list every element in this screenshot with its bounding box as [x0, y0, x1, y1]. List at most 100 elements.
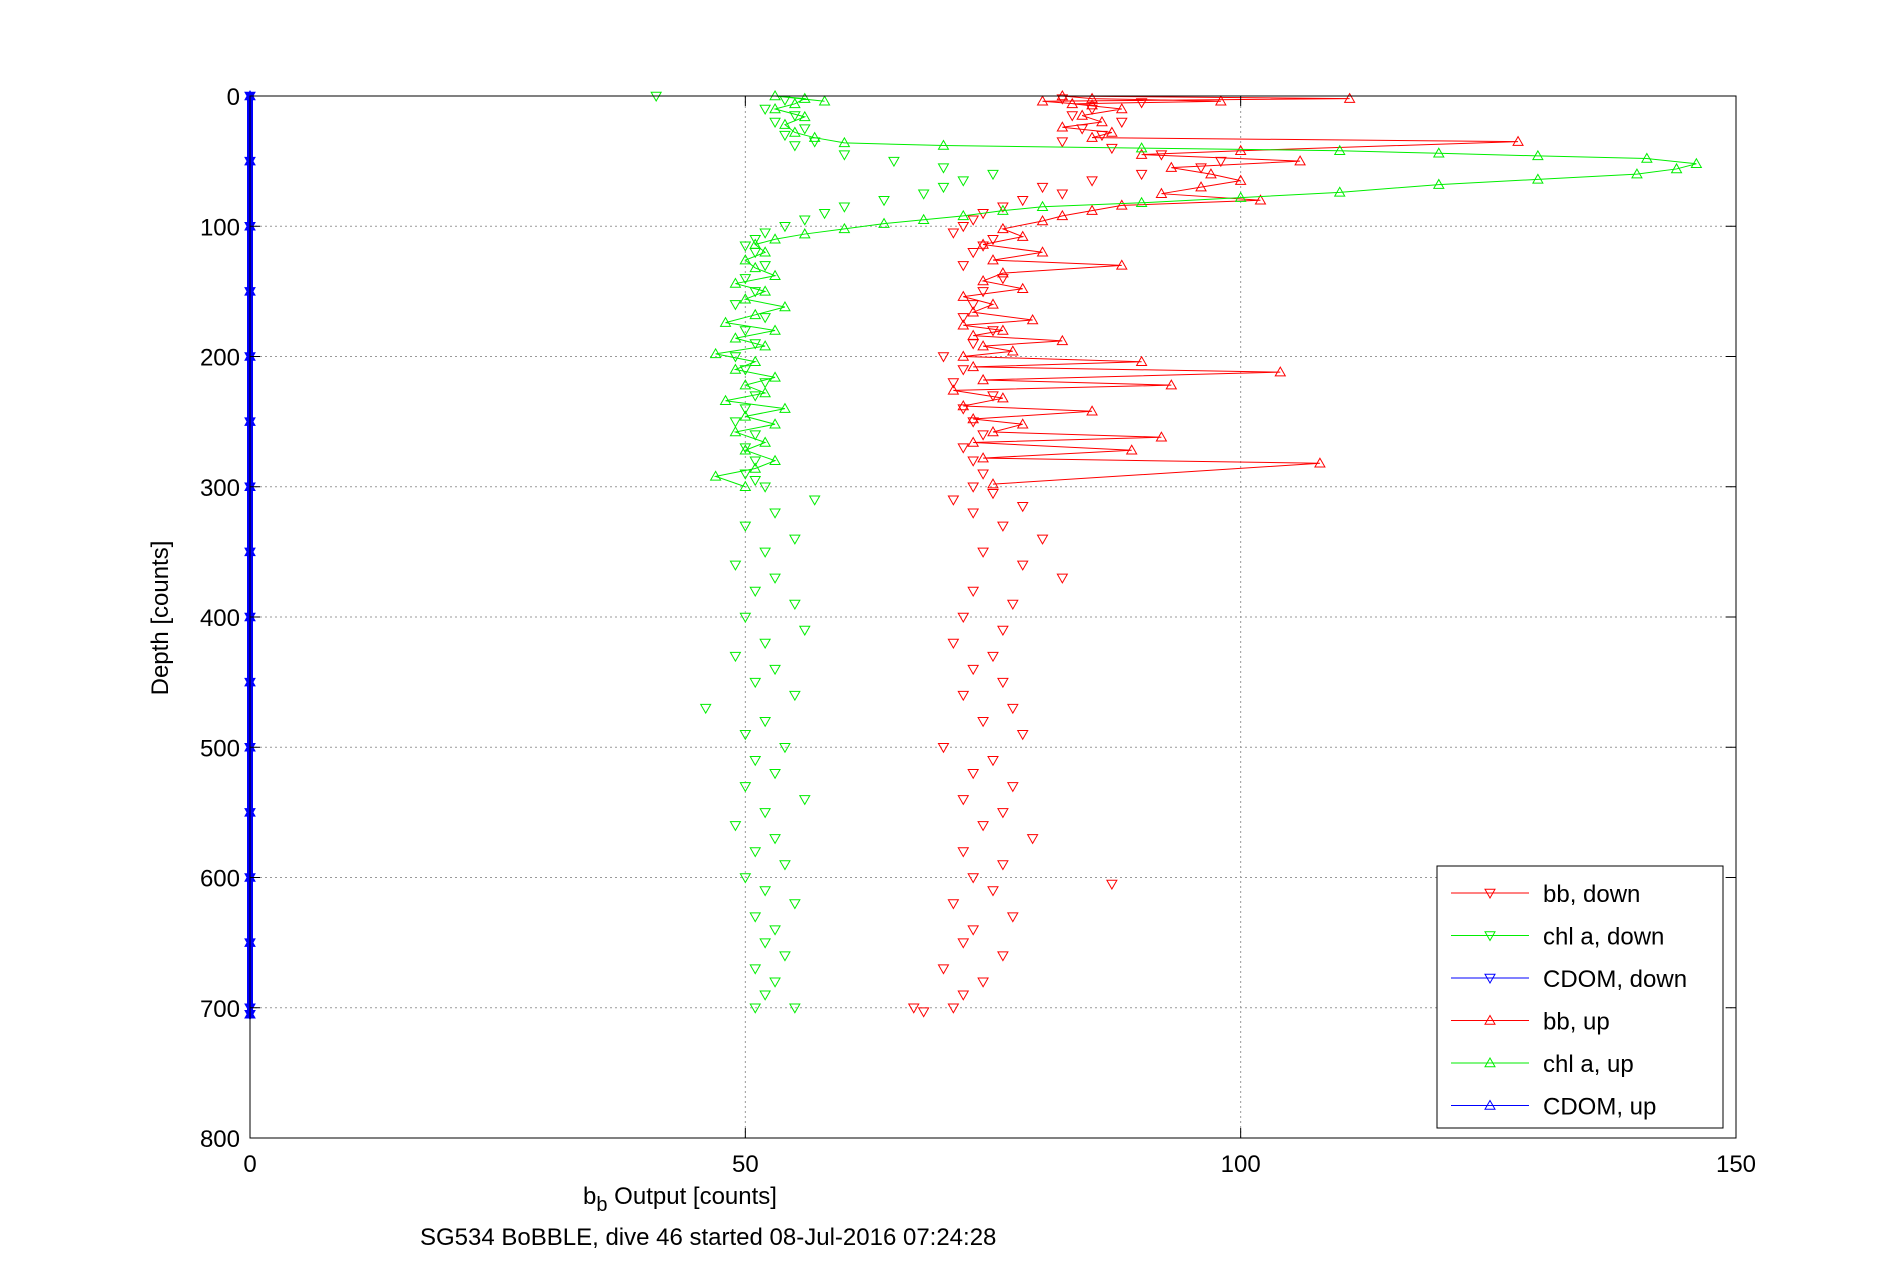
data-point — [1056, 89, 1069, 101]
data-point — [977, 821, 989, 832]
data-point — [1006, 782, 1019, 793]
data-point — [1165, 379, 1178, 390]
data-point — [779, 951, 791, 962]
legend-entry: chl a, up — [1543, 1051, 1634, 1078]
y-tick-label: 700 — [200, 996, 240, 1023]
data-point — [1135, 169, 1148, 181]
data-point — [739, 326, 752, 337]
data-point — [789, 599, 801, 610]
data-point — [749, 391, 762, 402]
data-point — [818, 208, 831, 220]
data-point — [779, 743, 791, 754]
data-point — [739, 379, 752, 390]
data-point — [997, 860, 1009, 871]
data-point — [769, 117, 781, 129]
data-point — [749, 430, 762, 441]
data-point — [1086, 104, 1098, 116]
data-point — [769, 269, 781, 280]
data-point — [947, 384, 960, 395]
data-point — [769, 664, 781, 676]
data-point — [967, 769, 980, 780]
data-point — [729, 651, 742, 663]
series-line — [953, 95, 1519, 485]
data-point — [957, 399, 970, 411]
x-axis-label-base: b — [583, 1183, 596, 1210]
data-point — [937, 743, 950, 754]
data-point — [1333, 144, 1346, 155]
data-point — [957, 261, 970, 272]
y-tick-label: 800 — [200, 1126, 240, 1153]
data-point — [838, 222, 851, 234]
data-point — [789, 97, 801, 109]
data-point — [759, 482, 772, 493]
data-point — [1195, 163, 1207, 174]
data-point — [1254, 194, 1267, 205]
data-point — [759, 228, 772, 239]
y-tick-label: 500 — [200, 735, 240, 762]
data-point — [759, 246, 772, 257]
data-point — [997, 677, 1009, 689]
data-point — [1016, 560, 1029, 571]
legend-entry: CDOM, up — [1543, 1094, 1656, 1121]
data-point — [749, 308, 762, 320]
data-point — [1234, 144, 1247, 155]
data-point — [937, 964, 950, 975]
data-point — [769, 573, 781, 584]
data-point — [789, 1003, 801, 1014]
data-point — [1106, 143, 1118, 155]
data-point — [1066, 97, 1079, 109]
data-point — [1036, 246, 1049, 257]
data-point — [1006, 703, 1019, 715]
data-point — [917, 1007, 930, 1018]
data-point — [749, 475, 762, 487]
data-point — [759, 104, 772, 116]
data-point — [759, 547, 772, 558]
x-axis-label-subscript: b — [596, 1194, 607, 1216]
data-point — [759, 808, 772, 819]
data-point — [1234, 174, 1247, 185]
data-point — [947, 378, 960, 389]
legend-marker — [1484, 973, 1496, 985]
data-point — [759, 638, 772, 650]
data-point — [967, 215, 980, 226]
data-point — [937, 163, 950, 174]
y-tick-label: 200 — [200, 345, 240, 372]
data-point — [997, 274, 1009, 285]
data-point — [1195, 181, 1207, 192]
data-point — [1036, 215, 1049, 226]
data-point — [769, 324, 781, 335]
data-point — [977, 977, 989, 988]
data-point — [729, 821, 742, 832]
data-point — [957, 313, 970, 324]
data-point — [1036, 534, 1049, 545]
data-point — [798, 228, 811, 239]
data-point — [967, 360, 980, 372]
legend-marker — [1484, 888, 1496, 900]
data-point — [947, 638, 960, 650]
data-point — [798, 215, 811, 226]
data-point — [997, 392, 1009, 403]
x-tick-label: 150 — [1716, 1151, 1756, 1178]
data-point — [1135, 142, 1148, 153]
data-point — [729, 417, 742, 428]
data-point — [937, 139, 950, 150]
data-point — [1432, 147, 1445, 158]
data-point — [947, 1003, 960, 1014]
data-point — [957, 209, 970, 221]
data-point — [967, 925, 980, 936]
data-point — [729, 277, 742, 288]
legend: bb, down chl a, down CDOM, down bb, up chl a… — [1436, 865, 1724, 1129]
data-point — [759, 436, 772, 447]
data-point — [957, 938, 970, 949]
data-point — [1115, 199, 1128, 210]
data-point — [789, 899, 801, 910]
data-point — [937, 352, 950, 363]
series-chl-a-up — [709, 89, 1703, 491]
data-point — [769, 454, 781, 465]
data-point — [759, 716, 772, 728]
data-point — [798, 795, 811, 806]
data-point — [650, 91, 663, 103]
data-point — [957, 365, 970, 376]
data-point — [878, 217, 890, 228]
data-point — [1006, 599, 1019, 610]
